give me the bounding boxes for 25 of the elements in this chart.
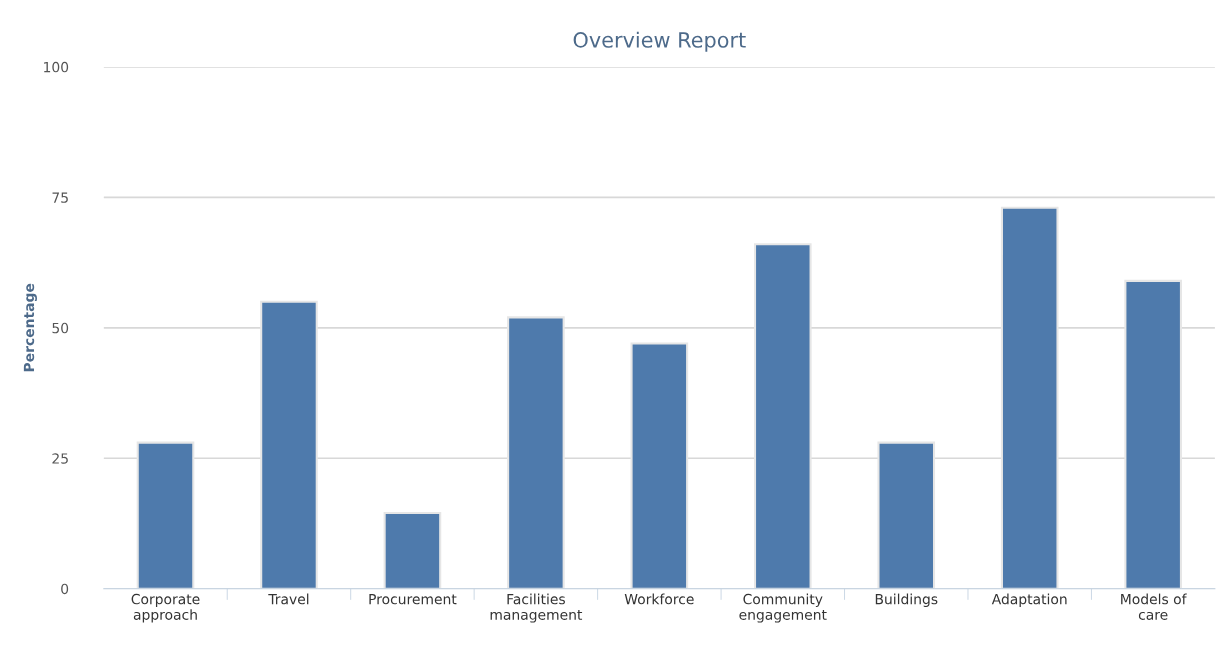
- bar: [1000, 206, 1059, 589]
- y-tick-label: 100: [44, 61, 69, 73]
- chart-title: Overview Report: [573, 31, 746, 52]
- y-axis-title: Percentage: [23, 283, 37, 372]
- x-tick-label: Models of care: [1121, 593, 1187, 620]
- x-tick-label: Procurement: [369, 594, 457, 605]
- x-tick-label: Facilities management: [490, 593, 583, 623]
- x-tick-label: Corporate approach: [131, 593, 200, 623]
- x-tick-label: Adaptation: [991, 593, 1067, 608]
- x-tick-label: Community engagement: [739, 593, 827, 623]
- bar: [260, 300, 318, 589]
- y-tick-label: 0: [61, 583, 69, 595]
- y-tick-label: 25: [52, 453, 68, 464]
- bar: [136, 441, 195, 589]
- x-tick-label: Workforce: [624, 593, 694, 605]
- bar: [753, 243, 812, 589]
- bar: [877, 441, 936, 589]
- x-tick-label: Travel: [268, 593, 309, 605]
- bar: [507, 316, 565, 589]
- bar: [383, 512, 442, 589]
- bar: [630, 342, 689, 589]
- y-tick-label: 50: [52, 322, 69, 334]
- x-tick-label: Buildings: [875, 593, 938, 608]
- y-tick-label: 75: [52, 192, 68, 203]
- bar: [1124, 279, 1182, 589]
